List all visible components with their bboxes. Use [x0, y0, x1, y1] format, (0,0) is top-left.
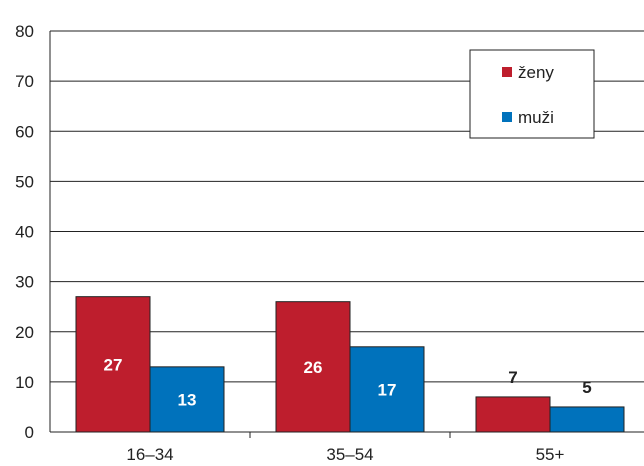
- legend-label-muzi: muži: [518, 108, 554, 127]
- y-tick-label-70: 70: [15, 72, 34, 91]
- bars: [75, 296, 625, 433]
- legend-label-zeny: ženy: [518, 63, 554, 82]
- bar-muzi-55: [549, 406, 625, 433]
- y-tick-label-60: 60: [15, 122, 34, 141]
- y-tick-label-0: 0: [25, 423, 34, 442]
- x-tick-label-55: 55+: [536, 445, 565, 464]
- bar-muzi-16-34: [149, 366, 225, 433]
- y-tick-label-40: 40: [15, 223, 34, 242]
- bar-muzi-35-54: [349, 346, 425, 433]
- y-tick-label-50: 50: [15, 172, 34, 191]
- data-label-muzi-35-54: 17: [378, 380, 397, 399]
- legend-swatch-muzi: [502, 112, 512, 122]
- data-label-zeny-16-34: 27: [104, 355, 123, 374]
- y-tick-label-10: 10: [15, 373, 34, 392]
- y-tick-label-80: 80: [15, 22, 34, 41]
- y-tick-label-30: 30: [15, 273, 34, 292]
- axes: [49, 31, 644, 438]
- data-labels: 27 13 26 17 7 5: [104, 355, 592, 409]
- data-label-muzi-55: 5: [582, 378, 591, 397]
- legend-box: [469, 49, 595, 139]
- legend: ženy muži: [469, 49, 595, 139]
- data-label-zeny-55: 7: [508, 368, 517, 387]
- x-tick-label-35-54: 35–54: [326, 445, 373, 464]
- data-label-muzi-16-34: 13: [178, 390, 197, 409]
- legend-swatch-zeny: [502, 67, 512, 77]
- y-axis-tick-labels: 0 10 20 30 40 50 60 70 80: [15, 22, 34, 442]
- bar-zeny-55: [475, 396, 551, 433]
- bar-zeny-35-54: [275, 301, 351, 433]
- x-axis-tick-labels: 16–34 35–54 55+: [126, 445, 564, 464]
- bar-zeny-16-34: [75, 296, 151, 433]
- data-label-zeny-35-54: 26: [304, 358, 323, 377]
- x-tick-label-16-34: 16–34: [126, 445, 173, 464]
- y-tick-label-20: 20: [15, 323, 34, 342]
